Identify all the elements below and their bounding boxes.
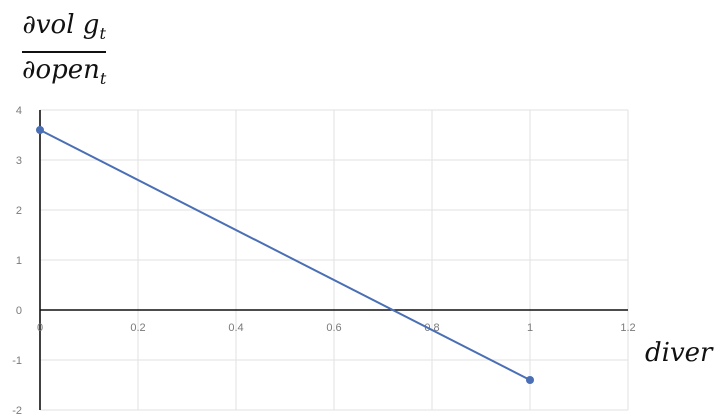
x-axis-label: diver	[645, 338, 713, 368]
x-tick-label: 0.4	[228, 322, 243, 334]
y-tick-label: 2	[16, 205, 22, 217]
y-tick-label: 3	[16, 155, 22, 167]
y-tick-label: -2	[12, 405, 22, 414]
y-tick-label: -1	[12, 355, 22, 367]
data-point	[36, 126, 44, 134]
y-tick-label: 1	[16, 255, 22, 267]
series-line	[39, 129, 531, 381]
x-tick-label: 1.2	[620, 322, 635, 334]
y-tick-label: 4	[16, 105, 22, 117]
x-tick-label: 1	[527, 322, 533, 334]
y-axis-label-numerator: ∂vol gt	[22, 10, 106, 44]
data-point	[526, 376, 534, 384]
x-tick-label: 0.2	[130, 322, 145, 334]
x-tick-label: 0.6	[326, 322, 341, 334]
y-tick-label: 0	[16, 305, 22, 317]
y-axis-label: ∂vol gt ∂opent	[22, 10, 107, 94]
fraction-bar	[22, 51, 107, 54]
y-axis-label-denominator: ∂opent	[22, 55, 107, 89]
x-tick-label: 0	[37, 322, 43, 334]
